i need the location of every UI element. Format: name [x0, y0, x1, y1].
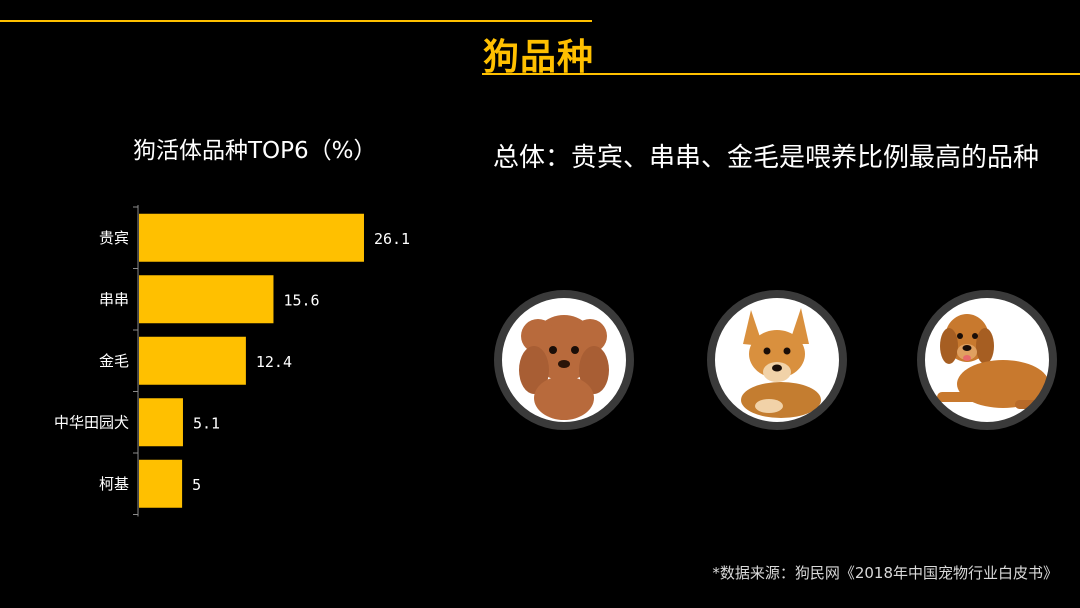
bar [139, 336, 246, 385]
category-label: 柯基 [99, 475, 129, 493]
top-accent-line [0, 20, 592, 22]
category-label: 贵宾 [99, 229, 129, 247]
bar [139, 398, 183, 447]
summary-headline: 总体：贵宾、串串、金毛是喂养比例最高的品种 [493, 143, 1040, 173]
data-label: 5 [192, 476, 201, 494]
page-title: 狗品种 [482, 37, 594, 78]
category-label: 金毛 [99, 352, 129, 370]
poodle-dog-icon [494, 290, 634, 430]
dog-photo-3 [915, 288, 1059, 432]
category-label: 中华田园犬 [54, 413, 129, 431]
category-label: 串串 [99, 290, 129, 308]
data-label: 5.1 [193, 414, 220, 432]
bar-chart: 贵宾 26.1 串串 15.6 金毛 12.4 中华田园犬 5.1 柯基 5 [54, 205, 410, 517]
title-underline [482, 73, 1080, 75]
dog-photo-2 [705, 288, 849, 432]
chart-title: 狗活体品种TOP6（%） [133, 138, 377, 164]
golden-retriever-dog-icon [917, 290, 1057, 430]
bar [139, 213, 364, 262]
bar [139, 459, 183, 508]
bar [139, 275, 274, 324]
data-label: 12.4 [256, 353, 292, 371]
data-source-footnote: *数据来源：狗民网《2018年中国宠物行业白皮书》 [712, 564, 1058, 582]
mixed-breed-dog-icon [707, 290, 847, 430]
data-label: 26.1 [374, 230, 410, 248]
data-label: 15.6 [283, 291, 319, 309]
dog-photo-1 [492, 288, 636, 432]
